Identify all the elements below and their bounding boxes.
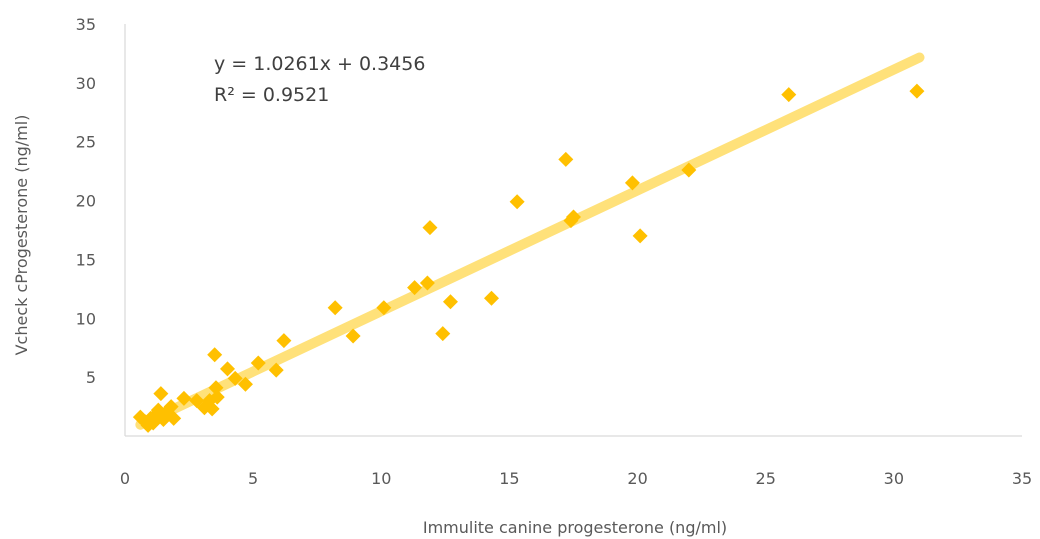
data-point: [422, 220, 438, 236]
data-point: [419, 275, 435, 291]
x-tick-label: 0: [120, 469, 130, 488]
data-point: [153, 386, 169, 402]
data-point: [276, 333, 292, 349]
data-point: [208, 380, 224, 396]
data-point: [558, 151, 574, 167]
data-point: [435, 326, 451, 342]
data-point: [909, 83, 925, 99]
data-point: [220, 361, 236, 377]
data-point: [509, 194, 525, 210]
y-tick-label: 15: [76, 250, 96, 269]
trendline: [135, 52, 925, 430]
x-tick-label: 10: [371, 469, 391, 488]
x-tick-label: 35: [1012, 469, 1032, 488]
data-point: [207, 347, 223, 363]
data-point: [163, 399, 179, 415]
data-point: [176, 390, 192, 406]
x-axis-title: Immulite canine progesterone (ng/ml): [423, 518, 727, 537]
y-tick-label: 30: [76, 74, 96, 93]
data-point: [483, 290, 499, 306]
axes: [124, 24, 1022, 437]
data-point: [624, 175, 640, 191]
data-point: [250, 355, 266, 371]
x-tick-label: 5: [248, 469, 258, 488]
data-point: [237, 376, 253, 392]
x-tick-label: 15: [499, 469, 519, 488]
y-tick-label: 35: [76, 15, 96, 34]
trendline-group: [135, 52, 925, 430]
x-tick-label: 25: [756, 469, 776, 488]
x-tick-label: 30: [884, 469, 904, 488]
y-tick-label: 5: [86, 368, 96, 387]
data-points: [132, 83, 925, 433]
data-point: [566, 209, 581, 225]
data-point: [204, 401, 220, 417]
trendline-r-squared: R² = 0.9521: [214, 84, 329, 106]
data-point: [166, 410, 182, 426]
y-tick-label: 20: [76, 192, 96, 211]
y-tick-label: 10: [76, 309, 96, 328]
data-point: [209, 389, 225, 405]
data-point: [632, 228, 648, 244]
x-tick-label: 20: [627, 469, 647, 488]
data-point: [407, 280, 423, 296]
trendline-equation: y = 1.0261x + 0.3456: [214, 53, 425, 75]
data-point: [268, 362, 284, 378]
data-point: [681, 162, 697, 178]
data-point: [442, 294, 458, 310]
data-point: [781, 87, 797, 103]
data-point: [227, 370, 243, 386]
data-point: [345, 328, 361, 344]
y-tick-label: 25: [76, 133, 96, 152]
y-axis-title: Vcheck cProgesterone (ng/ml): [12, 115, 31, 356]
y-tick-labels: 5 10 15 20 25 30 35: [76, 15, 96, 387]
data-point: [327, 300, 343, 316]
x-tick-labels: 0 5 10 15 20 25 30 35: [120, 469, 1032, 488]
data-point: [376, 300, 392, 316]
